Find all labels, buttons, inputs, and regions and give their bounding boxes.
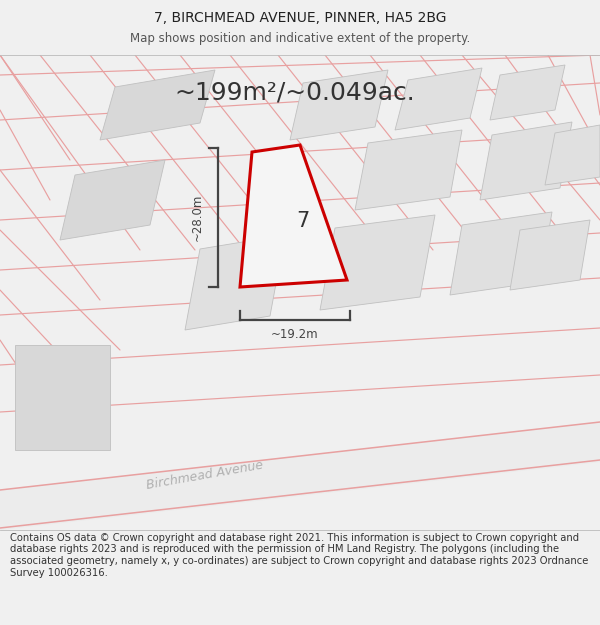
Polygon shape	[60, 160, 165, 240]
Polygon shape	[510, 220, 590, 290]
Polygon shape	[545, 125, 600, 185]
Polygon shape	[490, 65, 565, 120]
Polygon shape	[100, 70, 215, 140]
Polygon shape	[240, 145, 347, 287]
Text: Map shows position and indicative extent of the property.: Map shows position and indicative extent…	[130, 32, 470, 45]
Polygon shape	[320, 215, 435, 310]
Polygon shape	[290, 70, 388, 140]
Polygon shape	[480, 122, 572, 200]
Text: ~28.0m: ~28.0m	[191, 194, 204, 241]
Text: 7, BIRCHMEAD AVENUE, PINNER, HA5 2BG: 7, BIRCHMEAD AVENUE, PINNER, HA5 2BG	[154, 11, 446, 25]
Text: 7: 7	[296, 211, 310, 231]
Polygon shape	[355, 130, 462, 210]
Text: Contains OS data © Crown copyright and database right 2021. This information is : Contains OS data © Crown copyright and d…	[10, 533, 589, 578]
Text: ~19.2m: ~19.2m	[271, 328, 319, 341]
Polygon shape	[0, 422, 600, 530]
Text: Birchmead Avenue: Birchmead Avenue	[146, 458, 265, 492]
Polygon shape	[185, 235, 285, 330]
Polygon shape	[395, 68, 482, 130]
Polygon shape	[15, 345, 110, 450]
Text: ~199m²/~0.049ac.: ~199m²/~0.049ac.	[175, 80, 415, 104]
Polygon shape	[450, 212, 552, 295]
